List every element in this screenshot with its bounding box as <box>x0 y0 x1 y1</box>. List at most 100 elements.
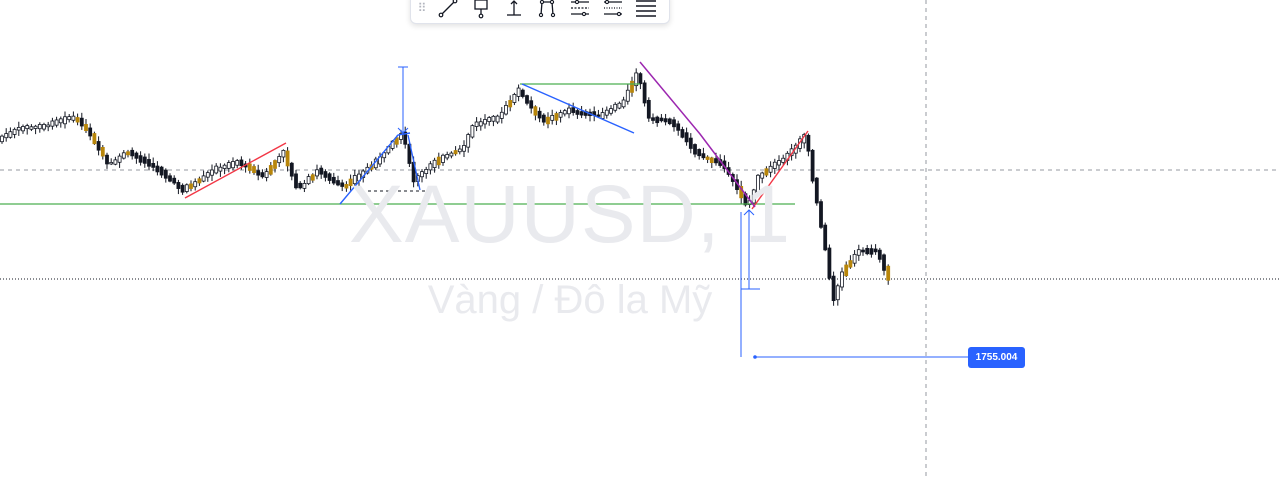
candle-body <box>348 178 353 187</box>
candle-body <box>126 151 130 156</box>
candle-body <box>29 126 34 130</box>
price-label-tag[interactable]: 1755.004 <box>968 347 1025 368</box>
candle-body <box>79 117 84 127</box>
candle-body <box>256 170 261 176</box>
path-tool-button[interactable] <box>532 0 562 22</box>
candle-body <box>306 176 311 185</box>
horizontal-lines-tool-button[interactable] <box>631 0 661 22</box>
candle-body <box>512 94 517 103</box>
candle-body <box>247 163 252 171</box>
candle-body <box>449 152 454 157</box>
candle-body <box>268 165 273 175</box>
candle-body <box>92 133 97 145</box>
candle-body <box>218 166 223 172</box>
candle-body <box>840 271 844 288</box>
candle-body <box>445 154 450 159</box>
candle-body <box>75 117 80 123</box>
candle-body <box>625 89 630 102</box>
price-measure-tool-icon <box>507 0 521 16</box>
candle-body <box>810 149 815 182</box>
candle-body <box>96 141 101 151</box>
horizontal-lines-tool-icon <box>636 0 656 17</box>
candle-body <box>298 182 303 189</box>
candle-body <box>71 115 76 121</box>
candle-body <box>113 159 118 165</box>
candle-body <box>319 167 324 175</box>
drawing-toolbar: ⠿ <box>410 0 670 24</box>
fib-levels-tool-button[interactable] <box>565 0 595 22</box>
candle-body <box>344 184 349 189</box>
trend-line-tool-button[interactable] <box>433 0 463 22</box>
trend-line-tool-icon <box>438 0 458 18</box>
candle-body <box>50 120 55 127</box>
candle-body <box>844 264 849 277</box>
candle-body <box>260 172 265 178</box>
candle-body <box>12 128 17 135</box>
candle-body <box>25 125 30 130</box>
candle-body <box>634 72 639 87</box>
candle-body <box>638 73 643 85</box>
candle-body <box>88 127 93 137</box>
candle-body <box>210 169 214 176</box>
candle-body <box>432 159 437 169</box>
candle-body <box>42 123 46 130</box>
candle-body <box>323 171 328 178</box>
candle-body <box>54 119 59 126</box>
candle-body <box>604 109 609 116</box>
candle-body <box>697 149 702 157</box>
candle-body <box>848 260 853 268</box>
candle-body <box>558 112 563 118</box>
candle-body <box>491 115 496 122</box>
candle-body <box>231 161 235 169</box>
price-measure-tool-button[interactable] <box>499 0 529 22</box>
candle-body <box>193 181 198 188</box>
candle-body <box>533 106 538 116</box>
candle-body <box>541 114 546 123</box>
candle-body <box>130 149 135 157</box>
candle-body <box>882 254 886 271</box>
candle-body <box>121 152 126 159</box>
candle-body <box>676 123 681 131</box>
candle-body <box>462 145 466 152</box>
candle-body <box>151 162 156 168</box>
candle-body <box>483 119 487 125</box>
candle-body <box>663 118 668 123</box>
candle-body <box>176 182 181 189</box>
candle-body <box>138 155 143 163</box>
candle-body <box>163 169 168 179</box>
candle-body <box>8 131 13 138</box>
candle-body <box>142 156 147 164</box>
candle-body <box>525 95 529 104</box>
candle-body <box>709 157 714 164</box>
candle-body <box>655 116 660 124</box>
candle-body <box>180 184 185 193</box>
candle-body <box>84 124 88 132</box>
anchor-tool-button[interactable] <box>466 0 496 22</box>
candle-body <box>117 155 122 163</box>
candle-body <box>226 162 231 169</box>
candle-body <box>499 111 504 119</box>
candle-body <box>806 134 811 152</box>
candle-body <box>495 115 500 123</box>
trend-line-blue-3 <box>521 83 635 134</box>
candle-body <box>659 117 664 122</box>
toolbar-drag-handle[interactable]: ⠿ <box>417 1 427 15</box>
candle-body <box>537 110 542 119</box>
candle-body <box>67 116 72 121</box>
trend-line-blue-2 <box>407 134 421 191</box>
candle-body <box>865 247 870 255</box>
candle-body <box>768 165 773 173</box>
candle-body <box>596 114 601 117</box>
candle-body <box>197 178 202 184</box>
candle-body <box>46 124 51 128</box>
candle-body <box>529 100 534 109</box>
candle-body <box>453 150 458 155</box>
candle-body <box>823 224 828 251</box>
candle-body <box>33 125 38 129</box>
candle-body <box>289 162 294 177</box>
candle-body <box>294 173 298 189</box>
channel-tool-button[interactable] <box>598 0 628 22</box>
candle-body <box>487 117 492 122</box>
candle-body <box>201 175 206 182</box>
